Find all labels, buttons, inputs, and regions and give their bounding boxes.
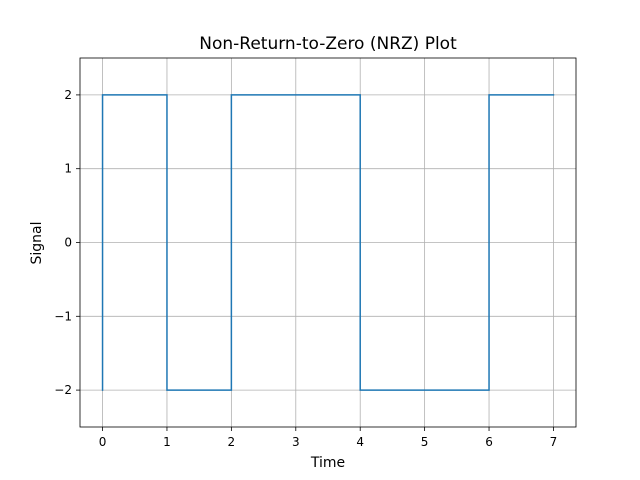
chart-title: Non-Return-to-Zero (NRZ) Plot [199,34,457,54]
tick-labels: 0 1 2 3 4 5 6 7 −2 −1 0 1 2 [54,88,557,449]
y-axis-label: Signal [29,221,45,264]
y-tick-label: 0 [64,236,72,250]
y-tick-label: 1 [64,162,72,176]
tick-marks [76,94,554,431]
x-tick-label: 6 [485,435,493,449]
y-tick-label: −2 [54,383,72,397]
x-tick-label: 1 [163,435,171,449]
x-tick-label: 5 [421,435,429,449]
series-lines [101,94,555,391]
x-tick-label: 4 [356,435,364,449]
x-tick-label: 2 [228,435,236,449]
y-tick-label: −1 [54,309,72,323]
signal-series-line [101,94,555,391]
x-tick-label: 7 [550,435,558,449]
x-tick-label: 3 [292,435,300,449]
y-tick-label: 2 [64,88,72,102]
x-axis-label: Time [310,455,345,471]
x-tick-label: 0 [99,435,107,449]
